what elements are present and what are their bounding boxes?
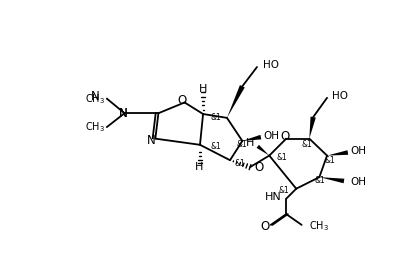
Text: O: O (178, 94, 187, 107)
Text: OH: OH (350, 177, 366, 187)
Polygon shape (242, 135, 261, 141)
Text: OH: OH (263, 131, 279, 141)
Text: CH$_3$: CH$_3$ (85, 92, 105, 106)
Text: HN: HN (265, 192, 282, 202)
Text: &1: &1 (211, 142, 222, 151)
Text: H: H (195, 162, 204, 172)
Polygon shape (227, 85, 245, 118)
Text: O: O (254, 161, 263, 175)
Text: N: N (118, 107, 127, 120)
Polygon shape (319, 177, 344, 183)
Text: &1: &1 (277, 153, 288, 162)
Text: N: N (91, 90, 100, 103)
Text: &1: &1 (236, 140, 247, 149)
Text: H: H (199, 84, 207, 94)
Text: H: H (246, 138, 254, 148)
Text: &1: &1 (315, 177, 326, 186)
Text: &1: &1 (211, 113, 222, 122)
Text: HO: HO (332, 90, 348, 100)
Text: &1: &1 (325, 156, 335, 165)
Text: O: O (281, 130, 290, 143)
Polygon shape (310, 117, 316, 139)
Text: &1: &1 (235, 159, 245, 168)
Polygon shape (257, 145, 269, 155)
Text: HO: HO (263, 60, 279, 70)
Text: OH: OH (350, 146, 366, 156)
Text: &1: &1 (301, 140, 312, 149)
Text: CH$_3$: CH$_3$ (85, 120, 105, 134)
Text: N: N (118, 107, 127, 120)
Polygon shape (327, 150, 348, 155)
Text: O: O (261, 220, 270, 233)
Text: CH$_3$: CH$_3$ (310, 219, 329, 233)
Text: &1: &1 (278, 186, 289, 195)
Text: N: N (147, 134, 156, 147)
